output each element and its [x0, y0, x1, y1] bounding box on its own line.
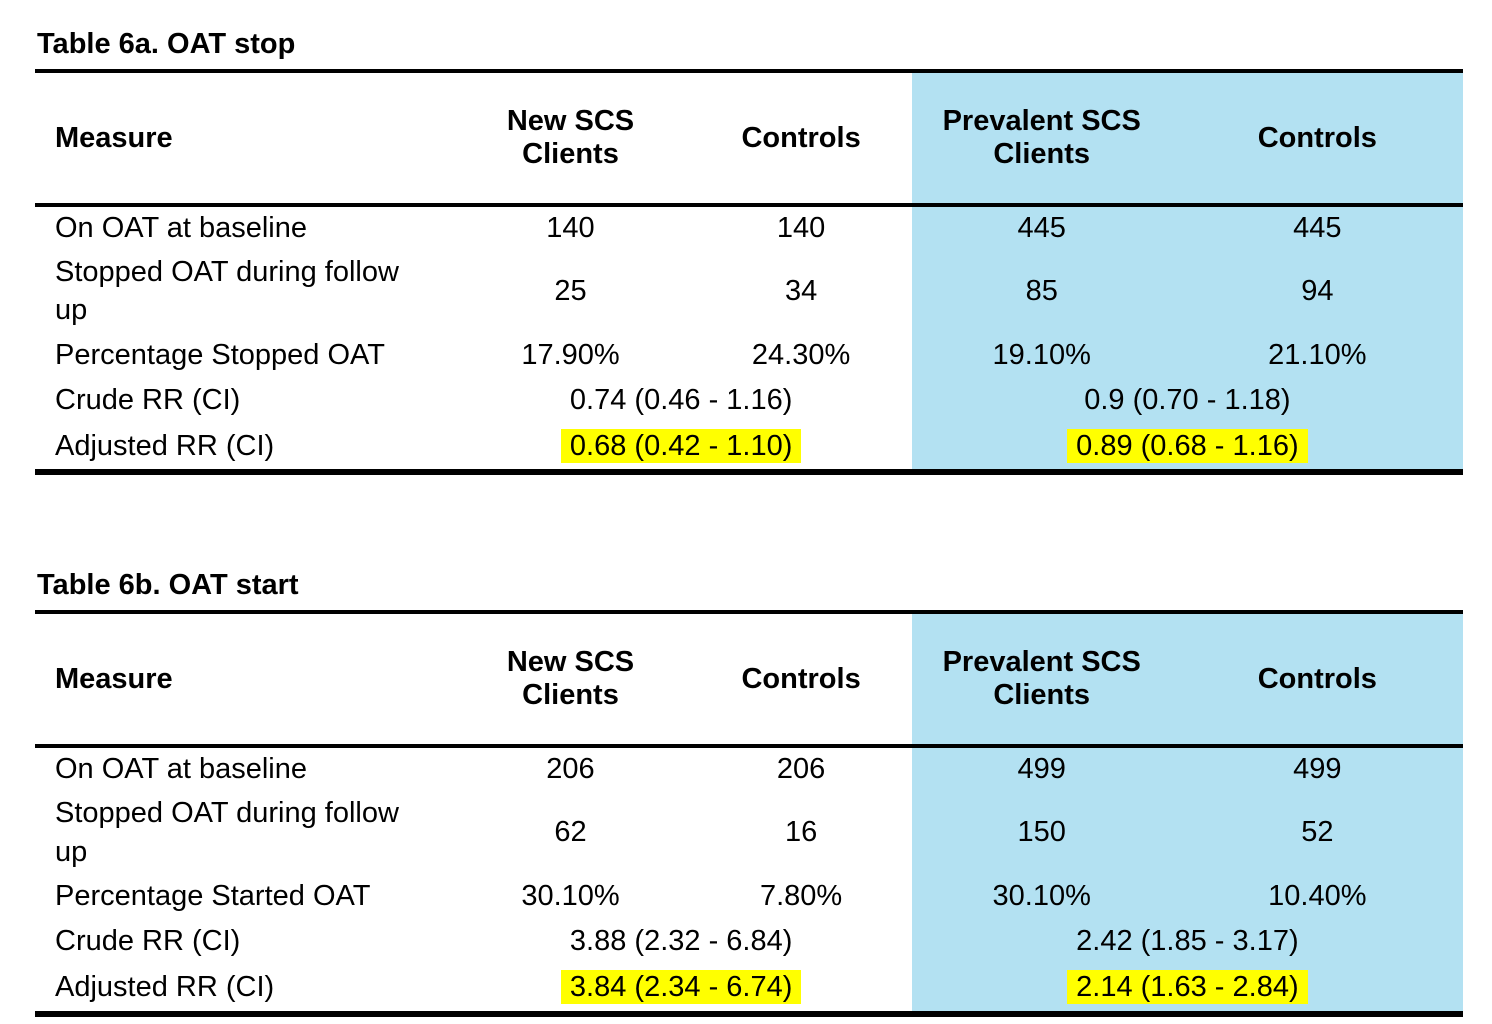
row-label-text: Stopped OAT during follow up: [55, 256, 399, 327]
table-6a-header-row: Measure New SCS Clients Controls Prevale…: [35, 73, 1463, 207]
table-row: On OAT at baseline 140 140 445 445: [35, 205, 1463, 250]
col-header-label: New SCS Clients: [506, 105, 635, 170]
table-6a: Measure New SCS Clients Controls Prevale…: [35, 73, 1463, 476]
row-label: Percentage Stopped OAT: [55, 339, 385, 372]
cell-crude-rr-new: 0.74 (0.46 - 1.16): [569, 383, 793, 416]
cell-value: 21.10%: [1171, 333, 1463, 378]
table-6a-title: Table 6a. OAT stop: [35, 24, 1463, 73]
cell-value: 140: [776, 212, 826, 244]
cell-adjusted-rr-prevalent: 0.89 (0.68 - 1.16): [911, 422, 1463, 473]
cell-value: 10.40%: [1171, 874, 1463, 919]
col-header-new-scs-clients: New SCS Clients: [450, 614, 691, 749]
cell-value: 30.10%: [521, 880, 620, 913]
table-row: Stopped OAT during follow up 25 34 85 94: [35, 249, 1463, 334]
col-header-controls-1: Controls: [690, 73, 912, 207]
row-label: On OAT at baseline: [55, 753, 308, 786]
cell-adjusted-rr-prevalent: 2.14 (1.63 - 2.84): [911, 963, 1463, 1014]
table-row: Stopped OAT during follow up 62 16 150 5…: [35, 790, 1463, 875]
cell-value: 85: [911, 249, 1172, 334]
col-header-label: New SCS Clients: [506, 646, 635, 712]
col-header-new-scs-clients: New SCS Clients: [450, 73, 691, 207]
col-header-prevalent-scs-clients: Prevalent SCS Clients: [911, 614, 1172, 749]
cell-adjusted-rr-new: 0.68 (0.42 - 1.10): [451, 422, 912, 472]
cell-value: 34: [784, 275, 818, 308]
row-label-text: Stopped OAT during follow up: [55, 797, 399, 868]
cell-value: 52: [1171, 790, 1463, 875]
row-label: Stopped OAT during follow up: [35, 249, 451, 333]
col-header-controls-2: Controls: [1171, 614, 1463, 749]
cell-value: 206: [776, 753, 826, 786]
cell-crude-rr-new: 3.88 (2.32 - 6.84): [569, 924, 793, 957]
table-6b-block: Table 6b. OAT start Measure New SCS Clie…: [35, 565, 1463, 1017]
row-label: Adjusted RR (CI): [55, 970, 275, 1003]
cell-value: 62: [554, 816, 587, 849]
table-row: Adjusted RR (CI) 3.84 (2.34 - 6.74) 2.14…: [35, 963, 1463, 1014]
cell-adjusted-rr-new: 3.84 (2.34 - 6.74): [451, 964, 912, 1014]
col-header-measure: Measure: [35, 73, 451, 207]
col-header-label: Prevalent SCS Clients: [942, 105, 1141, 170]
cell-value: 206: [546, 753, 595, 786]
highlighted-value: 3.84 (2.34 - 6.74): [560, 969, 802, 1004]
highlighted-value: 0.89 (0.68 - 1.16): [1067, 428, 1308, 463]
table-6a-block: Table 6a. OAT stop Measure New SCS Clien…: [35, 24, 1463, 476]
cell-value: 499: [1171, 746, 1463, 791]
cell-value: 25: [554, 275, 587, 308]
highlighted-value: 0.68 (0.42 - 1.10): [560, 428, 802, 463]
col-header-prevalent-scs-clients: Prevalent SCS Clients: [911, 73, 1172, 207]
table-row: Percentage Started OAT 30.10% 7.80% 30.1…: [35, 874, 1463, 919]
row-label: Adjusted RR (CI): [55, 429, 275, 462]
cell-value: 30.10%: [911, 874, 1172, 919]
cell-crude-rr-prevalent: 2.42 (1.85 - 3.17): [911, 918, 1463, 964]
cell-value: 150: [911, 790, 1172, 875]
col-header-label: Prevalent SCS Clients: [942, 646, 1141, 712]
table-6b-title: Table 6b. OAT start: [35, 565, 1463, 615]
cell-crude-rr-prevalent: 0.9 (0.70 - 1.18): [911, 377, 1463, 423]
cell-value: 16: [784, 816, 818, 849]
row-label: Crude RR (CI): [55, 383, 241, 416]
cell-value: 24.30%: [751, 339, 851, 372]
cell-value: 499: [911, 746, 1172, 791]
row-label: Crude RR (CI): [55, 924, 241, 957]
table-6b-header-row: Measure New SCS Clients Controls Prevale…: [35, 614, 1463, 749]
col-header-controls-2: Controls: [1171, 73, 1463, 207]
highlighted-value: 2.14 (1.63 - 2.84): [1067, 969, 1308, 1004]
col-header-measure: Measure: [35, 614, 451, 749]
cell-value: 19.10%: [911, 333, 1172, 378]
row-label: Percentage Started OAT: [55, 880, 371, 913]
table-row: On OAT at baseline 206 206 499 499: [35, 746, 1463, 791]
row-label: On OAT at baseline: [55, 212, 308, 244]
cell-value: 140: [546, 212, 595, 244]
cell-value: 445: [1171, 205, 1463, 250]
cell-value: 94: [1171, 249, 1463, 334]
col-header-controls-1: Controls: [690, 614, 912, 749]
cell-value: 7.80%: [759, 880, 843, 913]
table-row: Crude RR (CI) 0.74 (0.46 - 1.16) 0.9 (0.…: [35, 377, 1463, 423]
table-row: Crude RR (CI) 3.88 (2.32 - 6.84) 2.42 (1…: [35, 918, 1463, 964]
table-6b: Measure New SCS Clients Controls Prevale…: [35, 614, 1463, 1017]
table-row: Percentage Stopped OAT 17.90% 24.30% 19.…: [35, 333, 1463, 378]
cell-value: 17.90%: [521, 339, 620, 372]
row-label: Stopped OAT during follow up: [35, 791, 451, 875]
cell-value: 445: [911, 205, 1172, 250]
table-row: Adjusted RR (CI) 0.68 (0.42 - 1.10) 0.89…: [35, 422, 1463, 473]
